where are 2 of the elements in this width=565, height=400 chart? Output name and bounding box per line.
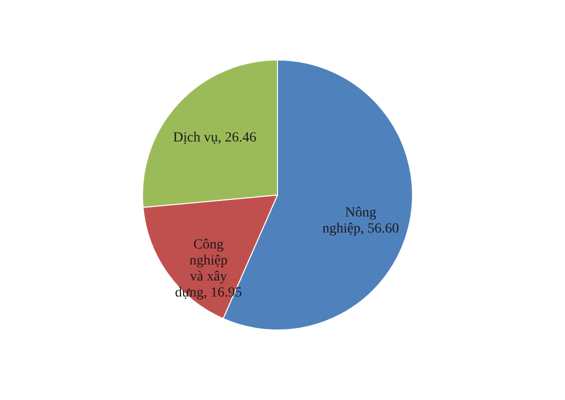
slice-label: Dịch vụ, 26.46 — [173, 130, 256, 146]
slice-label: Nông nghiệp, 56.60 — [322, 205, 399, 236]
